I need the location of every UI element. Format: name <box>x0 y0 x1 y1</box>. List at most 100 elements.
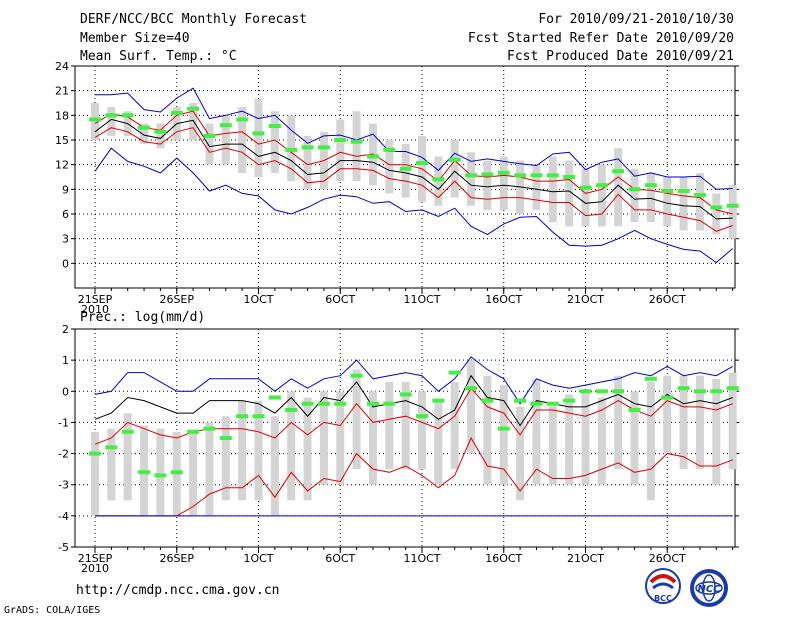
precip-obs-mark <box>693 389 706 394</box>
precip-obs-mark <box>530 401 543 406</box>
precip-spread-box <box>712 378 721 485</box>
bcc-logo: BCC <box>645 568 681 604</box>
precip-obs-mark <box>399 392 412 397</box>
precip-spread-box <box>205 422 214 516</box>
precip-obs-mark <box>252 414 265 419</box>
temp-obs-mark <box>219 123 232 128</box>
precip-spread-box <box>614 375 623 470</box>
temp-spread-box <box>189 103 198 140</box>
temp-ytick-label: 15 <box>55 134 69 147</box>
precip-obs-mark <box>432 398 445 403</box>
temp-spread-box <box>385 140 394 194</box>
temp-obs-mark <box>644 183 657 188</box>
precip-spread-box <box>565 394 574 485</box>
temp-obs-mark <box>89 117 101 122</box>
source-url[interactable]: http://cmdp.ncc.cma.gov.cn <box>76 583 280 598</box>
temp-obs-mark <box>563 175 576 179</box>
precip-ytick-label: -2 <box>58 448 69 461</box>
forecast-produced: Fcst Produced Date 2010/09/21 <box>507 49 734 64</box>
precip-obs-mark <box>497 426 510 431</box>
precip-obs-mark <box>628 407 641 412</box>
precip-spread-box <box>123 413 132 501</box>
temp-spread-box <box>728 185 737 239</box>
temp-spread-box <box>679 177 688 231</box>
precip-spread-box <box>91 431 99 516</box>
temp-obs-mark <box>301 145 314 150</box>
temp-spread-box <box>695 172 704 231</box>
precip-spread-box <box>418 391 426 470</box>
precip-spread-box <box>238 400 247 501</box>
temp-series-lower <box>94 127 733 232</box>
precip-spread-box <box>630 391 639 485</box>
temp-ytick-label: 12 <box>55 159 69 172</box>
precip-spread-box <box>319 391 328 485</box>
precip-spread-box <box>189 431 198 516</box>
temp-obs-mark <box>612 169 625 174</box>
precip-spread-box <box>499 385 508 485</box>
temp-spread-box <box>270 111 279 173</box>
temp-spread-box <box>548 156 557 223</box>
temp-xtick-label: 16OCT <box>485 293 522 306</box>
precip-xtick-label: 26SEP <box>159 552 194 565</box>
precip-xtick-year: 2010 <box>81 562 109 575</box>
precip-obs-mark <box>89 451 101 456</box>
precip-spread-box <box>287 391 296 501</box>
temp-xtick-label: 26SEP <box>159 293 194 306</box>
precip-obs-mark <box>661 395 674 400</box>
temp-spread-box <box>107 107 116 136</box>
temp-spread-box <box>91 103 99 140</box>
temp-obs-mark <box>465 173 478 178</box>
temp-obs-mark <box>350 139 363 144</box>
temp-spread-box <box>467 152 476 206</box>
temp-spread-box <box>221 115 230 165</box>
temp-spread-box <box>499 156 508 210</box>
precip-obs-mark <box>268 395 281 400</box>
forecast-period: For 2010/09/21-2010/10/30 <box>538 12 734 27</box>
precip-spread-box <box>303 397 312 501</box>
precip-obs-mark <box>105 445 118 450</box>
precip-series-upper <box>94 374 733 427</box>
precip-spread-box <box>107 428 116 501</box>
precip-xtick-label: 21SEP <box>78 552 113 565</box>
precip-series-mean <box>94 387 733 445</box>
precip-spread-box <box>516 406 525 501</box>
temp-obs-mark <box>628 187 641 192</box>
precip-obs-mark <box>138 470 151 475</box>
temp-obs-mark <box>399 166 412 171</box>
precip-spread-box <box>368 391 377 485</box>
precip-ytick-label: 0 <box>62 385 69 398</box>
temp-obs-mark <box>121 113 134 118</box>
temp-ytick-label: 9 <box>62 183 69 196</box>
temp-spread-box <box>565 160 574 227</box>
temp-obs-mark <box>710 205 723 210</box>
temp-spread-box <box>646 172 655 223</box>
precip-obs-mark <box>154 473 167 478</box>
temp-xtick-label: 1OCT <box>243 293 273 306</box>
precip-obs-mark <box>383 401 396 406</box>
precip-obs-mark <box>595 389 608 394</box>
precip-xtick-label: 1OCT <box>243 552 273 565</box>
temp-obs-mark <box>416 161 428 166</box>
temp-series-min <box>94 147 734 264</box>
temp-obs-mark <box>366 154 379 159</box>
precip-spread-box <box>467 360 476 454</box>
precip-xtick-label: 6OCT <box>325 552 355 565</box>
temp-frame <box>74 65 736 289</box>
precip-series-max <box>94 356 733 405</box>
precip-spread-box <box>221 416 230 501</box>
precip-obs-mark <box>612 389 625 394</box>
precip-obs-mark <box>726 386 739 391</box>
precip-obs-mark <box>710 389 723 394</box>
temp-series-upper <box>94 110 733 215</box>
ncc-logo-text: NCC <box>697 584 721 595</box>
temp-ytick-label: 0 <box>62 257 69 270</box>
precip-xtick-label: 21OCT <box>567 552 604 565</box>
temp-spread-box <box>450 140 459 198</box>
temp-obs-mark <box>285 147 298 152</box>
bcc-logo-text: BCC <box>654 594 672 603</box>
temp-spread-box <box>156 123 165 149</box>
precip-spread-box <box>483 375 492 485</box>
precip-obs-mark <box>644 376 657 381</box>
temp-obs-mark <box>595 183 608 188</box>
temp-obs-mark <box>138 125 151 130</box>
